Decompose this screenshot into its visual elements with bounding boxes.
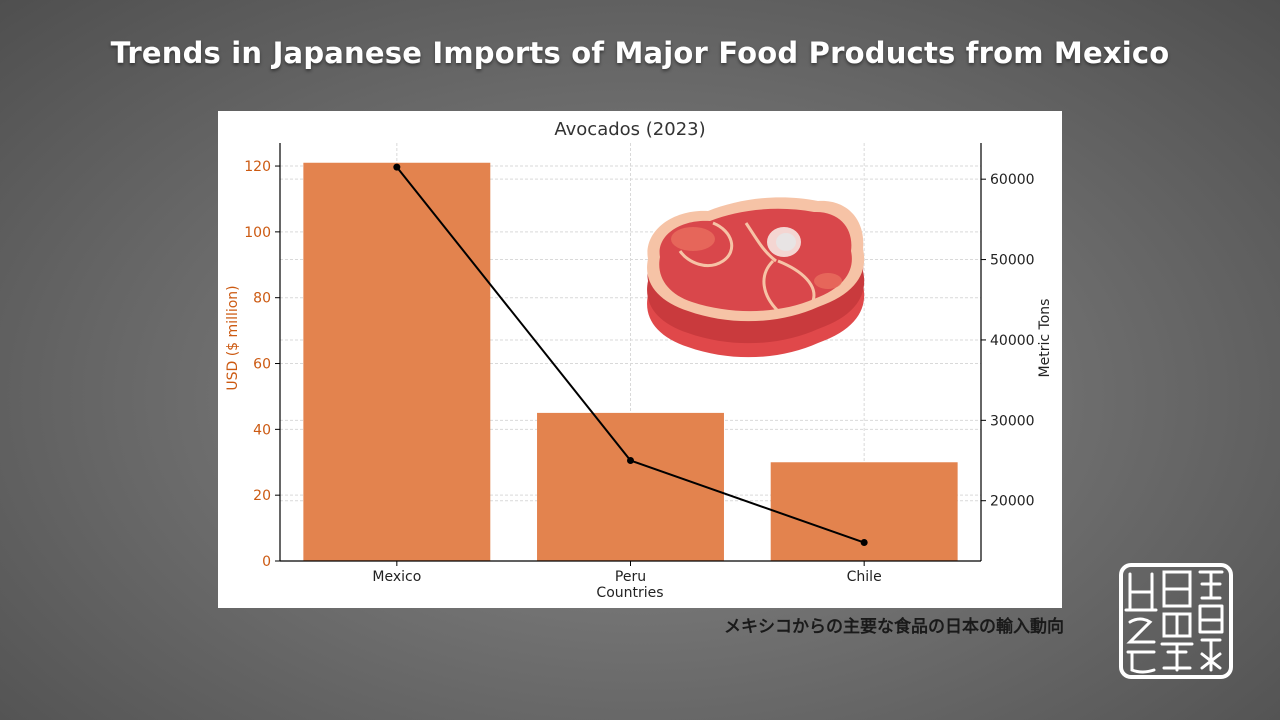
y-axis-label: USD ($ million)	[225, 285, 241, 390]
x-tick-label-mexico: Mexico	[372, 569, 421, 585]
y2-axis-label: Metric Tons	[1037, 299, 1053, 378]
right-tick-label: 40000	[990, 333, 1035, 349]
left-tick-label: 100	[244, 225, 271, 241]
left-tick-label: 120	[244, 159, 271, 175]
right-tick-label: 20000	[990, 494, 1035, 510]
bar-mexico	[303, 162, 491, 561]
line-layer	[393, 163, 868, 547]
line-point-mexico	[393, 163, 401, 171]
right-tick-label: 60000	[990, 172, 1035, 188]
bar-chile	[770, 462, 958, 561]
right-tick-label: 50000	[990, 253, 1035, 269]
bar-layer	[303, 162, 958, 561]
left-tick-label: 0	[262, 554, 271, 570]
bar-peru	[537, 412, 724, 561]
chart-title: Avocados (2023)	[554, 119, 705, 140]
x-axis-label: Countries	[596, 585, 663, 601]
seal-stamp-icon	[1119, 563, 1233, 679]
avocado-chart: 0 20 40 60 80 100 120 20000 30000 40000 50000 60000…	[225, 119, 1053, 601]
meat-steak-icon	[647, 197, 865, 358]
left-tick-label: 20	[253, 488, 271, 504]
japanese-caption: メキシコからの主要な食品の日本の輸入動向	[724, 617, 1064, 637]
right-tick-label: 30000	[990, 413, 1035, 429]
slide-title: Trends in Japanese Imports of Major Food…	[110, 36, 1170, 70]
x-tick-label-peru: Peru	[615, 569, 646, 585]
left-tick-label: 60	[253, 357, 271, 373]
x-tick-label-chile: Chile	[847, 569, 882, 585]
left-tick-label: 40	[253, 422, 271, 438]
left-tick-label: 80	[253, 291, 271, 307]
line-point-chile	[860, 539, 868, 547]
chart-panel: 0 20 40 60 80 100 120 20000 30000 40000 50000 60000…	[218, 111, 1062, 608]
line-point-peru	[627, 457, 634, 465]
axis-layer: 0 20 40 60 80 100 120 20000 30000 40000 50000 60000…	[244, 143, 1035, 585]
